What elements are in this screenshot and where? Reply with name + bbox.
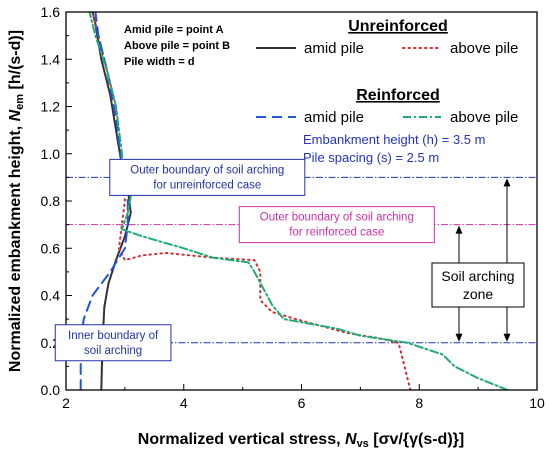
series-line-reinforced-amid-pile	[79, 12, 129, 390]
y-tick-label: 0.0	[41, 382, 61, 398]
definition-line: Above pile = point B	[124, 40, 230, 52]
zone-label-box	[431, 262, 525, 308]
boundary-label-box	[109, 158, 306, 196]
legend-label: amid pile	[304, 109, 364, 126]
y-tick-label: 1.6	[41, 4, 61, 20]
zone-label-line: zone	[463, 286, 494, 302]
legend-unreinforced: Unreinforced amid pile above pile	[256, 18, 518, 57]
y-tick-label: 0.6	[41, 240, 61, 256]
x-tick-label: 8	[415, 395, 423, 411]
parameters-note: Embankment height (h) = 3.5 m Pile spaci…	[303, 132, 485, 165]
x-tick-label: 2	[62, 395, 70, 411]
arrowhead	[503, 178, 511, 187]
arrowhead	[455, 225, 463, 234]
zone-arrowheads	[455, 178, 511, 342]
y-tick-label: 0.4	[41, 288, 61, 304]
y-axis-title: Normalized embankment height, Nem [h/(s-…	[7, 30, 26, 372]
y-tick-label: 1.4	[41, 51, 61, 67]
legend-heading-reinforced: Reinforced	[356, 87, 440, 104]
y-tick-label: 0.8	[41, 193, 61, 209]
legend-label: above pile	[450, 40, 518, 57]
y-axis-ticks: 0.00.20.40.60.81.01.21.41.6	[41, 4, 72, 398]
arrowhead	[503, 333, 511, 342]
boundary-lines	[66, 176, 537, 344]
x-tick-label: 10	[529, 395, 545, 411]
definitions-note: Amid pile = point A Above pile = point B…	[124, 24, 230, 68]
arrowhead	[455, 333, 463, 342]
boundary-label-text: for reinforced case	[289, 227, 384, 239]
zone-label-line: Soil arching	[441, 268, 514, 284]
legend-label: amid pile	[304, 40, 364, 57]
x-axis-ticks: 2 4 6 8 10	[62, 384, 545, 411]
soil-arching-zone: Soil arching zone	[431, 178, 525, 342]
series-line-reinforced-above-pile	[88, 12, 509, 390]
boundary-label-box	[238, 206, 435, 244]
x-tick-label: 4	[180, 395, 188, 411]
legend-reinforced: Reinforced amid pile above pile	[256, 87, 518, 126]
boundary-label-text: Outer boundary of soil arching	[130, 164, 284, 176]
legend-label: above pile	[450, 109, 518, 126]
x-axis-title: Normalized vertical stress, Nvs [σv/{γ(s…	[138, 431, 464, 450]
y-tick-label: 1.0	[41, 146, 61, 162]
y-tick-label: 1.2	[41, 99, 61, 115]
boundary-label-text: Outer boundary of soil arching	[260, 212, 414, 224]
boundary-label-box	[54, 324, 172, 362]
x-tick-label: 6	[298, 395, 306, 411]
boundary-label-text: soil arching	[84, 345, 142, 357]
definition-line: Pile width = d	[124, 56, 195, 68]
boundary-label-text: Inner boundary of	[68, 330, 159, 342]
pile-spacing-label: Pile spacing (s) = 2.5 m	[303, 150, 439, 165]
embankment-height-label: Embankment height (h) = 3.5 m	[303, 132, 485, 147]
legend-heading-unreinforced: Unreinforced	[348, 18, 448, 35]
definition-line: Amid pile = point A	[124, 24, 224, 36]
boundary-label-text: for unreinforced case	[153, 179, 261, 191]
series-group	[79, 12, 509, 390]
boundary-labels: Outer boundary of soil arching for unrein…	[54, 158, 435, 362]
